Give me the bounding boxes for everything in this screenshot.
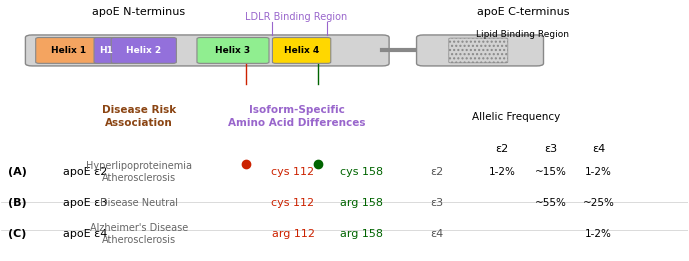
Text: ε4: ε4 xyxy=(592,144,605,153)
Text: arg 112: arg 112 xyxy=(271,229,315,239)
Text: (B): (B) xyxy=(8,198,27,208)
Text: ~15%: ~15% xyxy=(535,167,566,177)
FancyBboxPatch shape xyxy=(25,35,389,66)
Text: ε2: ε2 xyxy=(431,167,444,177)
Text: (A): (A) xyxy=(8,167,27,177)
Text: (C): (C) xyxy=(8,229,27,239)
Text: ~55%: ~55% xyxy=(535,198,566,208)
Text: 1-2%: 1-2% xyxy=(585,167,612,177)
Text: apoE ε3: apoE ε3 xyxy=(63,198,107,208)
Text: cys 112: cys 112 xyxy=(271,167,315,177)
FancyBboxPatch shape xyxy=(197,38,269,63)
Text: apoE C-terminus: apoE C-terminus xyxy=(477,7,569,16)
Text: 1-2%: 1-2% xyxy=(489,167,516,177)
Text: Alzheimer's Disease
Atherosclerosis: Alzheimer's Disease Atherosclerosis xyxy=(90,223,188,245)
Text: arg 158: arg 158 xyxy=(340,198,383,208)
Text: 1-2%: 1-2% xyxy=(585,229,612,239)
Text: Allelic Frequency: Allelic Frequency xyxy=(472,112,560,122)
Text: Lipid Binding Region: Lipid Binding Region xyxy=(476,30,569,39)
Text: Isoform-Specific
Amino Acid Differences: Isoform-Specific Amino Acid Differences xyxy=(227,105,365,128)
FancyBboxPatch shape xyxy=(36,38,101,63)
FancyBboxPatch shape xyxy=(417,35,544,66)
Text: Helix 2: Helix 2 xyxy=(126,46,161,55)
Text: cys 158: cys 158 xyxy=(340,167,383,177)
FancyBboxPatch shape xyxy=(449,38,508,63)
Text: Disease Neutral: Disease Neutral xyxy=(100,198,178,208)
Text: cys 112: cys 112 xyxy=(271,198,315,208)
Text: Helix 3: Helix 3 xyxy=(216,46,251,55)
Text: Disease Risk
Association: Disease Risk Association xyxy=(101,105,176,128)
Text: ~25%: ~25% xyxy=(582,198,615,208)
FancyBboxPatch shape xyxy=(272,38,331,63)
Text: ε4: ε4 xyxy=(431,229,444,239)
Text: apoE ε4: apoE ε4 xyxy=(63,229,107,239)
Text: ε3: ε3 xyxy=(431,198,444,208)
Text: LDLR Binding Region: LDLR Binding Region xyxy=(245,12,347,22)
Text: Helix 4: Helix 4 xyxy=(284,46,319,55)
Text: arg 158: arg 158 xyxy=(340,229,383,239)
Text: H1: H1 xyxy=(99,46,113,55)
Text: apoE ε2: apoE ε2 xyxy=(63,167,107,177)
Text: ε3: ε3 xyxy=(544,144,557,153)
FancyBboxPatch shape xyxy=(94,38,118,63)
Text: apoE N-terminus: apoE N-terminus xyxy=(92,7,185,16)
FancyBboxPatch shape xyxy=(111,38,176,63)
Text: ε2: ε2 xyxy=(495,144,509,153)
Text: Helix 1: Helix 1 xyxy=(51,46,86,55)
Text: Hyperlipoproteinemia
Atherosclerosis: Hyperlipoproteinemia Atherosclerosis xyxy=(85,161,192,183)
